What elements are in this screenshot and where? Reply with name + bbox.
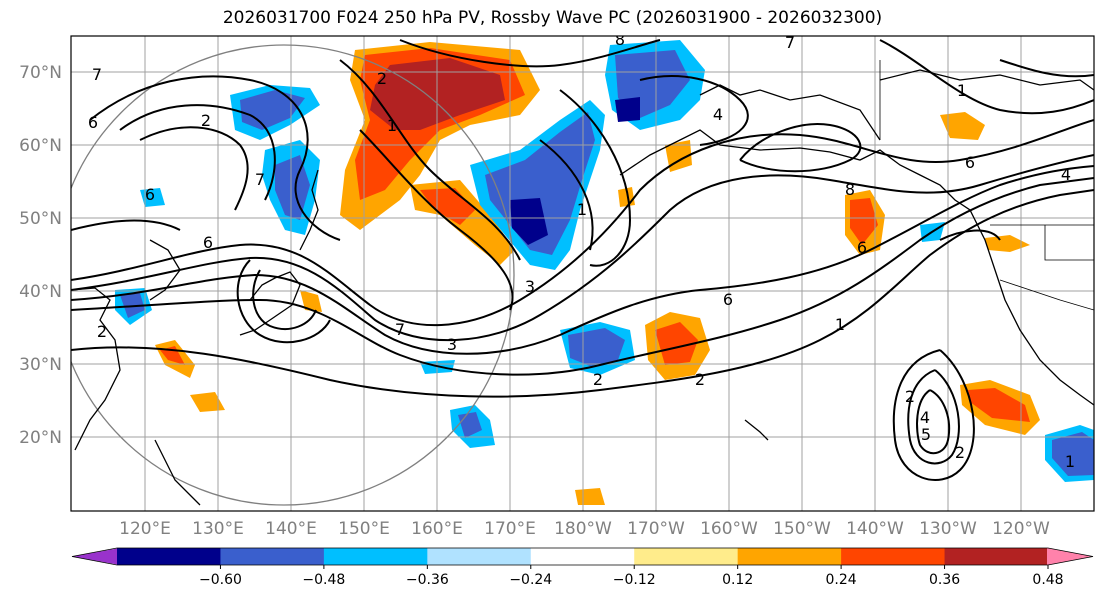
lon-label: 180°W: [554, 519, 612, 539]
contour-label: 7: [395, 320, 405, 339]
contour-label: 4: [920, 408, 930, 427]
contour-label: 1: [1065, 452, 1075, 471]
colorbar-segment: [944, 548, 1049, 565]
lon-label: 130°W: [919, 519, 977, 539]
contour-label: 2: [905, 387, 915, 406]
coastlines: [71, 69, 1094, 506]
lon-label: 120°E: [119, 519, 171, 539]
anomaly-shading: [115, 40, 1094, 505]
colorbar-segment: [323, 548, 428, 565]
plot-title: 2026031700 F024 250 hPa PV, Rossby Wave …: [222, 8, 883, 28]
contour-label: 6: [145, 185, 155, 204]
colorbar-segment: [220, 548, 325, 565]
lat-label: 40°N: [19, 282, 62, 302]
colorbar-extend-max: [1047, 548, 1093, 565]
contour-label: 1: [835, 315, 845, 334]
contour-label: 5: [921, 425, 931, 444]
colorbar-tick-label: 0.48: [1032, 572, 1063, 588]
lon-label: 150°W: [773, 519, 831, 539]
contour-label: 4: [1061, 165, 1071, 184]
lon-label: 160°E: [411, 519, 463, 539]
contour-label: 2: [695, 370, 705, 389]
contour-label: 7: [255, 170, 265, 189]
colorbar: −0.60 −0.48 −0.36 −0.24 −0.12 0.12 0.24 0.36 0.4…: [71, 547, 1094, 588]
colorbar-tick-label: 0.24: [826, 572, 857, 588]
contour-label: 3: [525, 277, 535, 296]
lon-label: 170°E: [484, 519, 536, 539]
colorbar-tick-label: −0.24: [509, 572, 552, 588]
pv-contours: [71, 39, 1094, 481]
contour-label: 6: [723, 290, 733, 309]
contour-label: 1: [957, 81, 967, 100]
longitude-labels: 120°E 130°E 140°E 150°E 160°E 170°E 180°…: [119, 519, 1050, 539]
colorbar-segment: [427, 548, 532, 565]
colorbar-segment: [530, 548, 635, 565]
colorbar-segment: [117, 548, 221, 565]
contour-label: 7: [92, 65, 102, 84]
contour-label: 8: [845, 180, 855, 199]
contour-label: 1: [387, 116, 397, 135]
contour-label: 6: [965, 153, 975, 172]
lat-label: 60°N: [19, 136, 62, 156]
contour-label: 2: [377, 69, 387, 88]
lat-label: 70°N: [19, 63, 62, 83]
colorbar-segment: [841, 548, 946, 565]
contour-label: 7: [785, 33, 795, 52]
lon-label: 130°E: [192, 519, 244, 539]
colorbar-tick-label: −0.12: [613, 572, 656, 588]
contour-label: 2: [97, 322, 107, 341]
colorbar-outline: [71, 547, 1094, 566]
range-circle: [71, 44, 515, 506]
contour-label: 6: [857, 238, 867, 257]
contour-label: 1: [577, 200, 587, 219]
map-frame: [70, 35, 1095, 512]
colorbar-tick-label: −0.36: [406, 572, 449, 588]
contour-label: 6: [88, 113, 98, 132]
lat-label: 20°N: [19, 428, 62, 448]
colorbar-tick-label: 0.36: [929, 572, 960, 588]
contour-label: 2: [593, 370, 603, 389]
lon-label: 120°W: [992, 519, 1050, 539]
contour-label: 8: [615, 30, 625, 49]
latitude-labels: 70°N 60°N 50°N 40°N 30°N 20°N: [19, 63, 62, 448]
colorbar-extend-min: [72, 548, 120, 565]
contour-label: 6: [203, 233, 213, 252]
colorbar-tick-label: 0.12: [722, 572, 753, 588]
lon-label: 140°W: [846, 519, 904, 539]
lon-label: 170°W: [627, 519, 685, 539]
lat-label: 30°N: [19, 355, 62, 375]
colorbar-segment: [737, 548, 842, 565]
lon-label: 140°E: [265, 519, 317, 539]
colorbar-tick-label: −0.60: [199, 572, 242, 588]
contour-label: 4: [713, 105, 723, 124]
colorbar-tick-label: −0.48: [302, 572, 345, 588]
contour-label: 2: [201, 111, 211, 130]
contour-label: 3: [447, 335, 457, 354]
lat-label: 50°N: [19, 209, 62, 229]
lon-label: 150°E: [338, 519, 390, 539]
contour-label: 2: [955, 443, 965, 462]
colorbar-segment: [634, 548, 739, 565]
contour-labels: 7 2 1 8 7 6 2 4 6 7 6 3 7 1 3 6 1 2 2 8 …: [88, 30, 1075, 471]
political-borders: [879, 60, 1094, 311]
lon-label: 160°W: [700, 519, 758, 539]
